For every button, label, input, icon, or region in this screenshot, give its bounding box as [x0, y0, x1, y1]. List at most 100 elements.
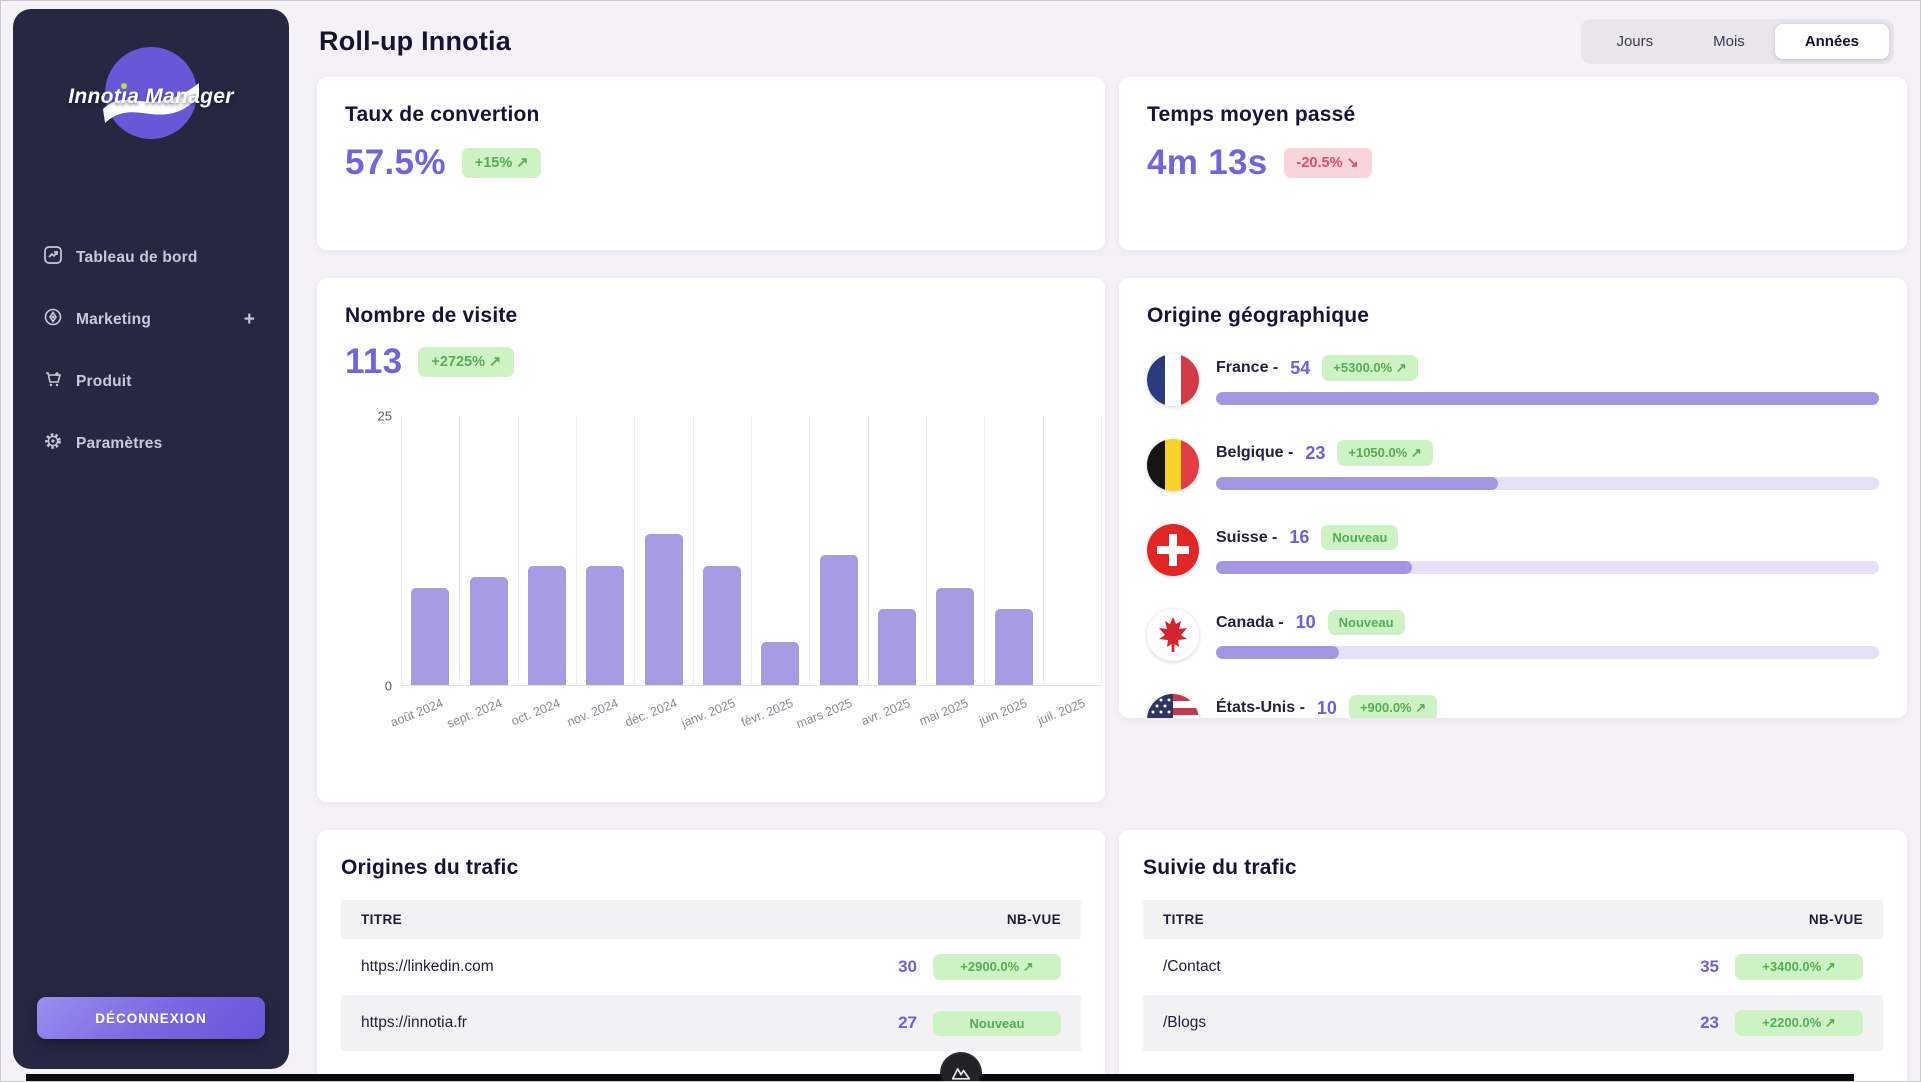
bar-mars-2025: [819, 555, 858, 685]
flag-ch-icon: [1147, 524, 1199, 576]
bar-sept-2024: [469, 577, 508, 685]
country-progress-fill: [1216, 646, 1339, 659]
flag-us-icon: [1147, 694, 1199, 718]
country-label: Suisse -: [1216, 528, 1278, 546]
traffic-follow-table: TITRE NB-VUE /Contact 35 +3400.0% ↗ /Blo…: [1143, 900, 1883, 1051]
traffic-sources-table: TITRE NB-VUE https://linkedin.com 30 +29…: [341, 900, 1081, 1051]
sidebar-item-label: Marketing: [76, 310, 152, 328]
country-progress-track: [1216, 646, 1879, 659]
bar-d-c-2024: [644, 533, 683, 685]
sidebar-item-param-tres[interactable]: Paramètres: [37, 421, 265, 466]
country-value: 16: [1289, 527, 1310, 547]
page-title: Roll-up Innotia: [319, 25, 511, 56]
visits-bar-chart: 0 25 août 2024 sept. 2024 oct. 2024 nov. 2024…: [378, 409, 1102, 731]
period-tabs: Jours Mois Années: [1581, 18, 1894, 64]
conversion-trend-badge: +15% ↗: [461, 148, 542, 178]
tab-jours[interactable]: Jours: [1616, 32, 1654, 50]
row-trend-badge: Nouveau: [933, 1010, 1061, 1036]
card-title: Temps moyen passé: [1147, 103, 1356, 126]
geo-row-fr: France - 54 +5300.0% ↗: [1147, 354, 1879, 406]
bar-f-vr-2025: [761, 641, 800, 685]
country-trend-badge: Nouveau: [1327, 610, 1405, 635]
country-value: 10: [1295, 612, 1316, 632]
tab-mois[interactable]: Mois: [1713, 32, 1745, 50]
row-title: https://innotia.fr: [361, 1014, 467, 1031]
cart-icon: [43, 369, 63, 394]
card-geo-origin: Origine géographique France - 54 +5300.0…: [1119, 278, 1907, 718]
sidebar-item-tableau-de-bord[interactable]: Tableau de bord: [37, 235, 265, 280]
card-traffic-sources: Origines du trafic TITRE NB-VUE https://…: [317, 830, 1105, 1081]
y-axis-tick: 0: [384, 678, 392, 694]
geo-row-ch: Suisse - 16 Nouveau: [1147, 524, 1879, 576]
tab-années[interactable]: Années: [1774, 23, 1889, 59]
bar-ao-t-2024: [411, 587, 450, 685]
bar-avr-2025: [877, 609, 916, 685]
dashboard-grid: Taux de convertion 57.5% +15% ↗ Temps mo…: [311, 65, 1920, 1081]
country-label: Belgique -: [1216, 444, 1294, 461]
card-conversion-rate: Taux de convertion 57.5% +15% ↗: [317, 77, 1105, 250]
bar-juin-2025: [994, 609, 1033, 685]
table-row[interactable]: https://linkedin.com 30 +2900.0% ↗: [341, 939, 1081, 995]
card-title: Origine géographique: [1147, 304, 1370, 327]
table-row[interactable]: /Contact 35 +3400.0% ↗: [1143, 939, 1883, 995]
row-trend-badge: +2200.0% ↗: [1735, 1010, 1863, 1036]
flag-ca-icon: [1147, 609, 1199, 661]
sidebar-menu: Tableau de bord Marketing + Produit Paramètr…: [37, 235, 265, 466]
visits-trend-badge: +2725% ↗: [418, 347, 515, 377]
country-value: 10: [1316, 697, 1337, 718]
sidebar-item-label: Produit: [76, 372, 132, 390]
row-views: 30: [898, 957, 917, 976]
column-title: TITRE: [1163, 912, 1204, 927]
visits-value: 113: [345, 342, 403, 381]
country-progress-track: [1216, 392, 1879, 405]
mountain-logo-icon: [951, 1068, 971, 1080]
gear-icon: [43, 431, 63, 456]
card-title: Nombre de visite: [345, 304, 518, 327]
bar-mai-2025: [936, 587, 975, 685]
y-axis-tick: 25: [377, 408, 392, 424]
flag-be-icon: [1147, 439, 1199, 491]
row-views: 27: [898, 1013, 917, 1032]
column-views: NB-VUE: [1006, 912, 1061, 927]
table-row[interactable]: /Blogs 23 +2200.0% ↗: [1143, 995, 1883, 1051]
average-time-value: 4m 13s: [1147, 143, 1268, 182]
card-title: Suivie du trafic: [1143, 856, 1297, 879]
main-area: Roll-up Innotia Jours Mois Années Taux de …: [311, 1, 1920, 1081]
logout-button[interactable]: DÉCONNEXION: [37, 997, 265, 1039]
row-trend-badge: +2900.0% ↗: [933, 954, 1061, 980]
sidebar: Innotıa Manager Tableau de bord Marketing…: [13, 9, 289, 1069]
country-trend-badge: +5300.0% ↗: [1322, 355, 1418, 381]
country-progress-track: [1216, 477, 1879, 490]
bar-nov-2024: [586, 566, 625, 685]
dashboard-icon: [43, 245, 63, 270]
card-visits: Nombre de visite 113 +2725% ↗ 0 25 août 20…: [317, 278, 1105, 802]
sidebar-item-produit[interactable]: Produit: [37, 359, 265, 404]
row-title: /Contact: [1163, 958, 1221, 975]
row-title: https://linkedin.com: [361, 958, 494, 975]
row-title: /Blogs: [1163, 1014, 1207, 1031]
country-label: Canada -: [1216, 613, 1284, 631]
main-header: Roll-up Innotia Jours Mois Années: [311, 1, 1920, 65]
sphere-logo-icon: [103, 47, 199, 139]
watermark-badge[interactable]: [942, 1054, 980, 1081]
table-row[interactable]: https://innotia.fr 27 Nouveau: [341, 995, 1081, 1051]
row-views: 35: [1700, 957, 1719, 976]
sidebar-item-label: Tableau de bord: [76, 248, 198, 266]
card-title: Origines du trafic: [341, 856, 519, 879]
conversion-value: 57.5%: [345, 143, 446, 182]
country-label: États-Unis -: [1216, 699, 1305, 716]
row-views: 23: [1700, 1013, 1719, 1032]
country-progress-track: [1216, 561, 1879, 574]
sidebar-item-marketing[interactable]: Marketing +: [37, 297, 265, 342]
country-progress-fill: [1216, 477, 1499, 490]
table-header-row: TITRE NB-VUE: [341, 900, 1081, 939]
table-header-row: TITRE NB-VUE: [1143, 900, 1883, 939]
country-progress-fill: [1216, 392, 1879, 405]
column-views: NB-VUE: [1808, 912, 1863, 927]
time-trend-badge: -20.5% ↘: [1283, 148, 1372, 178]
sidebar-item-label: Paramètres: [76, 434, 163, 452]
logo-text: Innotıa Manager: [68, 85, 234, 108]
plus-icon[interactable]: +: [243, 308, 255, 330]
chart-plot-area: [401, 416, 1102, 686]
